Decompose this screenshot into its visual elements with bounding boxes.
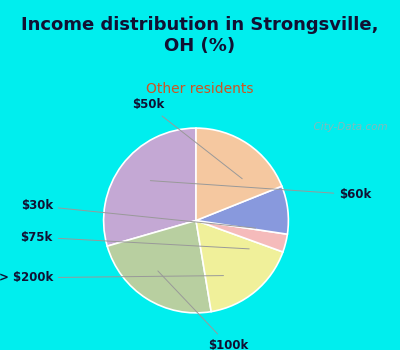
Text: $30k: $30k xyxy=(21,199,256,228)
Wedge shape xyxy=(196,128,282,220)
Wedge shape xyxy=(104,128,196,246)
Text: > $200k: > $200k xyxy=(0,271,224,284)
Wedge shape xyxy=(107,220,211,313)
Text: Income distribution in Strongsville,
OH (%): Income distribution in Strongsville, OH … xyxy=(21,16,379,55)
Text: $50k: $50k xyxy=(132,98,242,179)
Wedge shape xyxy=(196,220,283,312)
Text: City-Data.com: City-Data.com xyxy=(307,122,388,132)
Text: $75k: $75k xyxy=(20,231,249,249)
Text: $100k: $100k xyxy=(158,271,248,350)
Text: Other residents: Other residents xyxy=(146,82,254,96)
Wedge shape xyxy=(196,220,287,252)
Wedge shape xyxy=(196,186,288,234)
Text: $60k: $60k xyxy=(150,181,372,201)
